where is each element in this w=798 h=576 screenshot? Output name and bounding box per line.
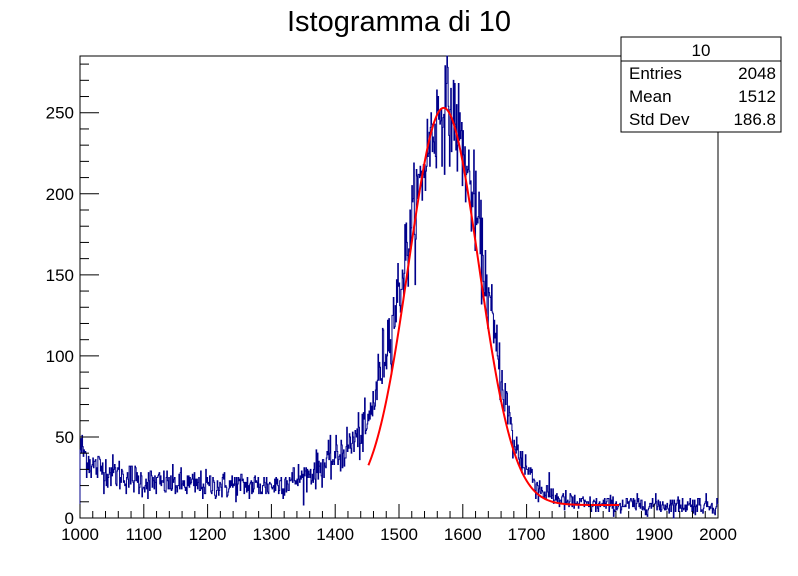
stats-label-entries: Entries: [629, 64, 682, 83]
histogram-series: [79, 55, 719, 519]
fit-curve: [367, 106, 620, 507]
x-tick-label: 1700: [508, 525, 546, 544]
x-tick-label: 2000: [699, 525, 737, 544]
axes: 1000 1100 1200 1300 1400 1500 1600 1700 1800 1900…: [46, 63, 737, 544]
stats-value-mean: 1512: [738, 87, 776, 106]
x-tick-label: 1600: [444, 525, 482, 544]
x-tick-label: 1400: [316, 525, 354, 544]
stats-box-frame: [620, 36, 782, 133]
x-tick-label: 1900: [635, 525, 673, 544]
x-tick-label: 1800: [571, 525, 609, 544]
chart-title: Istogramma di 10: [287, 6, 511, 38]
x-tick-label: 1500: [380, 525, 418, 544]
stats-box: 10 Entries 2048 Mean 1512 Std Dev 186.8: [620, 36, 782, 133]
y-tick-label: 250: [46, 104, 74, 123]
stats-value-entries: 2048: [738, 64, 776, 83]
y-tick-label: 100: [46, 347, 74, 366]
x-tick-label: 1300: [252, 525, 290, 544]
y-tick-label: 200: [46, 185, 74, 204]
histogram-line: [79, 55, 719, 519]
stats-box-name: 10: [692, 41, 711, 60]
stats-label-mean: Mean: [629, 87, 672, 106]
x-tick-label: 1100: [126, 525, 163, 544]
x-tick-label: 1000: [61, 525, 99, 544]
y-tick-label: 150: [46, 266, 74, 285]
fit-curve-group: [367, 106, 620, 507]
stats-label-stddev: Std Dev: [629, 110, 690, 129]
x-tick-label: 1200: [189, 525, 227, 544]
y-tick-label: 0: [65, 509, 74, 528]
y-tick-label: 50: [55, 428, 74, 447]
stats-value-stddev: 186.8: [733, 110, 776, 129]
